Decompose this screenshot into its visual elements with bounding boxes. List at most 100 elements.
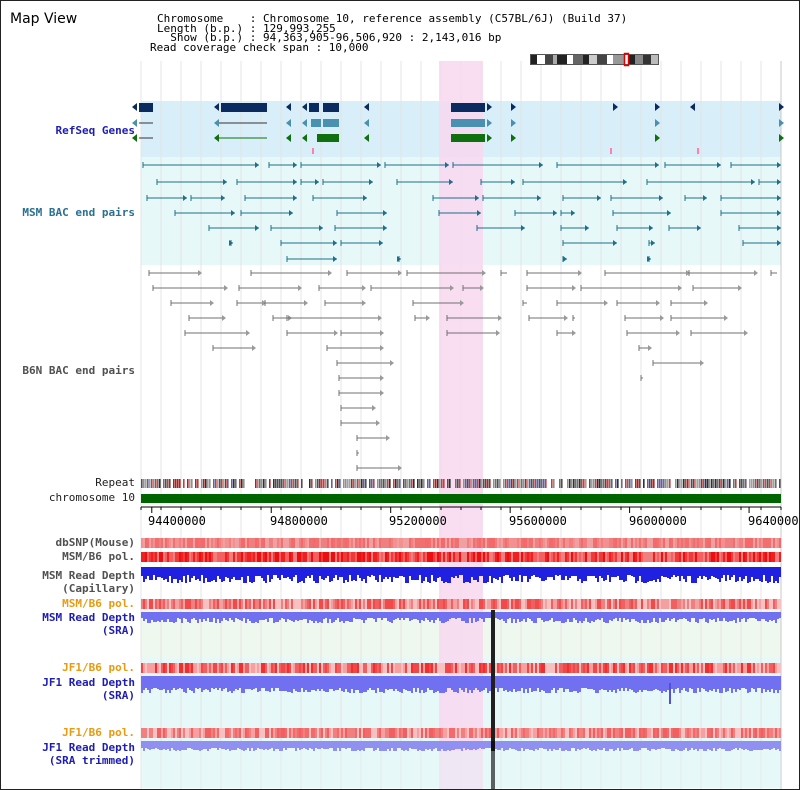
- jf1-b6-pol2-cell: [331, 728, 333, 738]
- msm-b6-pol-cell: [215, 552, 217, 562]
- jf1-trimmed-depth-bar: [757, 741, 759, 750]
- depth-sra-bar: [725, 612, 727, 621]
- jf1-b6-pol2-cell: [621, 728, 623, 738]
- jf1-b6-pol2-cell: [709, 728, 711, 738]
- depth-capillary-bar: [521, 567, 523, 582]
- msm-b6-pol2-cell: [327, 599, 329, 609]
- track-label-msm-depth-sra[interactable]: MSM Read Depth: [42, 611, 135, 624]
- depth-capillary-bar: [383, 567, 385, 579]
- msm-b6-pol2-cell: [147, 599, 149, 609]
- jf1-b6-pol-cell: [489, 663, 491, 673]
- jf1-depth-bar: [397, 676, 399, 691]
- repeat-element: [361, 479, 363, 488]
- msm-b6-pol2-cell: [689, 599, 691, 609]
- repeat-element: [165, 479, 167, 488]
- jf1-depth-bar: [443, 676, 445, 693]
- track-label-jf1-b6-pol-2[interactable]: JF1/B6 pol.: [62, 726, 135, 739]
- dbsnp-cell: [367, 538, 369, 548]
- msm-b6-pol-cell: [371, 552, 373, 562]
- dbsnp-cell: [699, 538, 701, 548]
- depth-sra-bar: [189, 612, 191, 623]
- track-label-msm-b6-pol-2[interactable]: MSM/B6 pol.: [62, 597, 135, 610]
- jf1-trimmed-depth-bar: [193, 741, 195, 750]
- msm-b6-pol-cell: [271, 552, 273, 562]
- repeat-element: [541, 479, 543, 488]
- jf1-b6-pol2-cell: [281, 728, 283, 738]
- jf1-depth-bar: [213, 676, 215, 689]
- msm-b6-pol2-cell: [411, 599, 413, 609]
- msm-b6-pol2-cell: [629, 599, 631, 609]
- jf1-trimmed-depth-bar: [357, 741, 359, 750]
- jf1-b6-pol-cell: [535, 663, 537, 673]
- track-label-refseq-genes[interactable]: RefSeq Genes: [55, 124, 135, 137]
- track-label-jf1-depth-trimmed[interactable]: JF1 Read Depth: [42, 741, 135, 754]
- msm-b6-pol2-cell: [377, 599, 379, 609]
- msm-b6-pol-cell: [483, 552, 485, 562]
- track-label-dbsnp[interactable]: dbSNP(Mouse): [55, 536, 135, 549]
- dbsnp-cell: [493, 538, 495, 548]
- jf1-b6-pol2-cell: [325, 728, 327, 738]
- jf1-depth-bar: [445, 676, 447, 692]
- msm-b6-pol2-cell: [445, 599, 447, 609]
- msm-b6-pol2-cell: [167, 599, 169, 609]
- msm-b6-pol2-cell: [155, 599, 157, 609]
- depth-sra-bar: [171, 612, 173, 622]
- repeat-element: [377, 479, 379, 488]
- bac-end-arrow: [777, 225, 781, 231]
- dbsnp-cell: [193, 538, 195, 548]
- depth-sra-bar: [517, 612, 519, 619]
- depth-capillary-bar: [141, 567, 143, 576]
- msm-b6-pol-cell: [581, 552, 583, 562]
- jf1-b6-pol-cell: [483, 663, 485, 673]
- jf1-b6-pol2-cell: [221, 728, 223, 738]
- msm-b6-pol2-cell: [451, 599, 453, 609]
- track-label-b6n-bac[interactable]: B6N BAC end pairs: [22, 364, 135, 377]
- dbsnp-cell: [611, 538, 613, 548]
- track-label-jf1-depth-sra[interactable]: JF1 Read Depth: [42, 676, 135, 689]
- jf1-depth-bar: [657, 676, 659, 690]
- dbsnp-cell: [359, 538, 361, 548]
- repeat-element: [479, 479, 481, 488]
- msm-b6-pol2-cell: [313, 599, 315, 609]
- depth-capillary-bar: [729, 567, 731, 580]
- jf1-b6-pol-cell: [755, 663, 757, 673]
- jf1-b6-pol2-cell: [715, 728, 717, 738]
- jf1-trimmed-depth-bar: [439, 741, 441, 751]
- bac-end-arrow: [383, 225, 387, 231]
- jf1-b6-pol-cell: [465, 663, 467, 673]
- repeat-element: [581, 479, 583, 488]
- msm-b6-pol-cell: [447, 552, 449, 562]
- track-label-msm-b6-pol[interactable]: MSM/B6 pol.: [62, 550, 135, 563]
- jf1-depth-bar: [775, 676, 777, 690]
- msm-b6-pol-cell: [691, 552, 693, 562]
- dbsnp-cell: [399, 538, 401, 548]
- depth-capillary-bar: [171, 567, 173, 583]
- jf1-trimmed-depth-bar: [375, 741, 377, 750]
- jf1-b6-pol2-cell: [427, 728, 429, 738]
- msm-b6-pol2-cell: [149, 599, 151, 609]
- bac-end-arrow: [697, 225, 701, 231]
- jf1-b6-pol2-cell: [545, 728, 547, 738]
- ideogram-band: [643, 55, 651, 64]
- msm-b6-pol-cell: [639, 552, 641, 562]
- depth-sra-bar: [417, 612, 419, 620]
- depth-sra-bar: [355, 612, 357, 619]
- track-label-jf1-b6-pol[interactable]: JF1/B6 pol.: [62, 661, 135, 674]
- jf1-trimmed-depth-bar: [617, 741, 619, 748]
- jf1-b6-pol-cell: [523, 663, 525, 673]
- jf1-depth-bar: [645, 676, 647, 690]
- track-label-msm-bac[interactable]: MSM BAC end pairs: [22, 206, 135, 219]
- msm-b6-pol-cell: [589, 552, 591, 562]
- dbsnp-cell: [351, 538, 353, 548]
- dbsnp-cell: [419, 538, 421, 548]
- msm-b6-pol2-cell: [265, 599, 267, 609]
- depth-sra-bar: [153, 612, 155, 622]
- repeat-element: [413, 479, 415, 488]
- dbsnp-cell: [641, 538, 643, 548]
- jf1-trimmed-depth-bar: [511, 741, 513, 749]
- repeat-element: [717, 479, 719, 488]
- jf1-b6-pol-cell: [225, 663, 227, 673]
- depth-capillary-bar: [627, 567, 629, 575]
- msm-b6-pol2-cell: [517, 599, 519, 609]
- track-label-msm-depth-capillary[interactable]: MSM Read Depth: [42, 569, 135, 582]
